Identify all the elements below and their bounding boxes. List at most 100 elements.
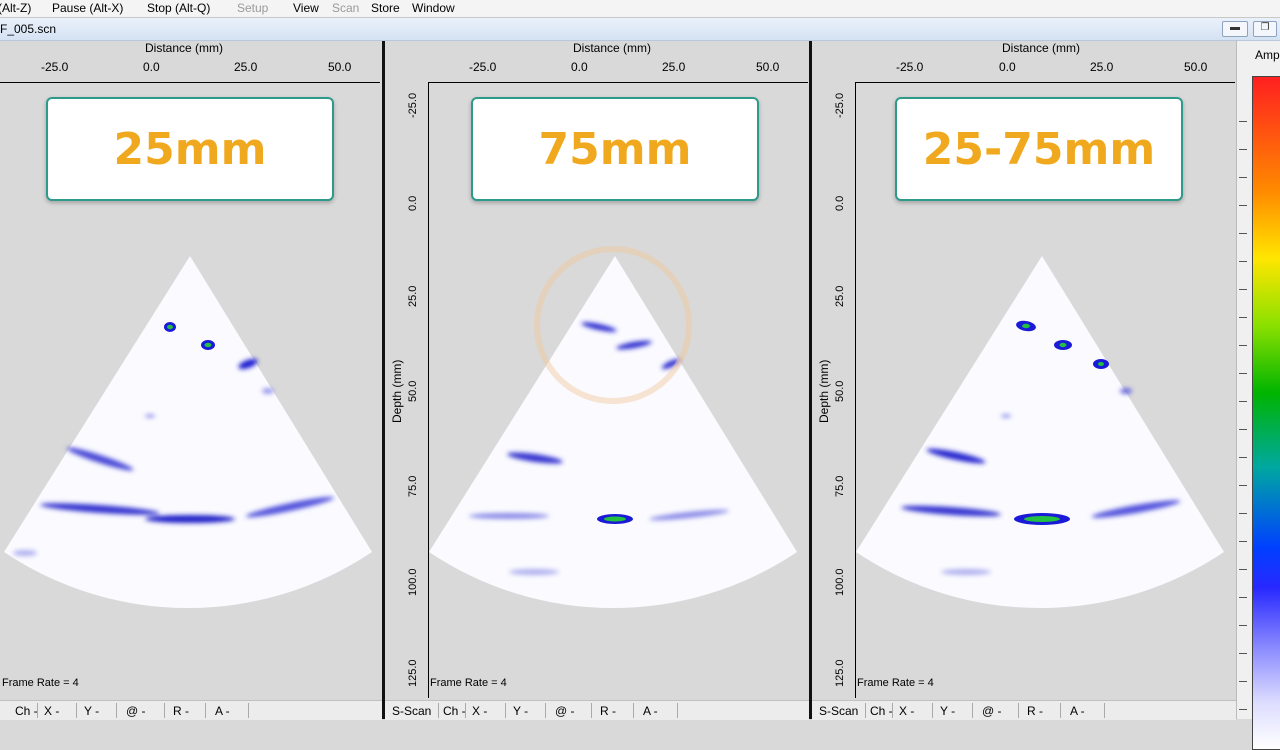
status-a: A - [215, 704, 230, 718]
status-separator [865, 703, 866, 718]
status-a: A - [643, 704, 658, 718]
colorbar-ticks [1239, 121, 1247, 721]
y-tick-label: 75.0 [834, 475, 846, 497]
menu-setup[interactable]: Setup [237, 1, 269, 15]
y-tick-label: 25.0 [834, 285, 846, 307]
scan-pane-2[interactable]: Distance (mm) -25.0 0.0 25.0 50.0 -25.0 … [385, 41, 809, 719]
status-separator [505, 703, 506, 718]
fan-region [4, 256, 372, 609]
y-tick-label: 75.0 [407, 475, 419, 497]
status-separator [972, 703, 973, 718]
status-x: X - [472, 704, 488, 718]
scan-pane-1[interactable]: Distance (mm) -25.0 0.0 25.0 50.0 25mm F… [0, 41, 382, 719]
scan-pane-3[interactable]: Distance (mm) -25.0 0.0 25.0 50.0 -25.0 … [812, 41, 1236, 719]
x-axis-title: Distance (mm) [573, 41, 652, 55]
y-tick-label: 0.0 [407, 195, 419, 211]
y-axis-line [428, 82, 429, 698]
status-channel: Ch - [15, 704, 38, 718]
status-separator [1104, 703, 1105, 718]
y-tick-label: 100.0 [407, 568, 419, 596]
x-axis-line [428, 82, 808, 83]
menu-undo[interactable]: (Alt-Z) [0, 1, 32, 15]
status-separator [591, 703, 592, 718]
frame-rate-label: Frame Rate = 4 [430, 677, 507, 689]
document-title: F_005.scn [0, 22, 57, 36]
amplitude-colorbar-panel: Amp [1236, 41, 1280, 750]
y-tick-label: 25.0 [407, 285, 419, 307]
amplitude-label: Amp [1255, 48, 1280, 62]
sscan-image [429, 246, 797, 609]
restore-button[interactable]: ❐ [1253, 21, 1277, 37]
status-r: R - [600, 704, 616, 718]
status-angle: @ - [555, 704, 575, 718]
focus-label-card: 25mm [46, 97, 334, 201]
status-separator [932, 703, 933, 718]
status-separator [892, 703, 893, 718]
x-axis-line [0, 82, 380, 83]
menu-store[interactable]: Store [371, 1, 400, 15]
menu-scan[interactable]: Scan [332, 1, 360, 15]
status-mode: S-Scan [819, 704, 859, 718]
status-x: X - [899, 704, 915, 718]
y-axis-line [855, 82, 856, 698]
menu-bar: (Alt-Z) Pause (Alt-X) Stop (Alt-Q) Setup… [0, 0, 1280, 18]
status-bar-2: S-Scan Ch - X - Y - @ - R - A - [385, 700, 809, 720]
y-tick-label: 100.0 [834, 568, 846, 596]
status-separator [545, 703, 546, 718]
x-tick-label: 0.0 [143, 60, 160, 74]
status-separator [164, 703, 165, 718]
x-tick-label: -25.0 [41, 60, 69, 74]
fan-region [856, 256, 1224, 609]
y-tick-label: 50.0 [834, 380, 846, 402]
status-channel: Ch - [870, 704, 893, 718]
y-tick-label: 0.0 [834, 195, 846, 211]
y-axis-title: Depth (mm) [817, 359, 831, 423]
cursor-highlight-ring [534, 246, 692, 404]
sscan-image [4, 256, 372, 609]
status-separator [465, 703, 466, 718]
status-y: Y - [513, 704, 529, 718]
status-a: A - [1070, 704, 1085, 718]
pane-divider[interactable] [382, 41, 385, 719]
status-separator [116, 703, 117, 718]
restore-icon: ❐ [1260, 22, 1270, 33]
menu-pause[interactable]: Pause (Alt-X) [52, 1, 124, 15]
x-tick-label: 0.0 [999, 60, 1016, 74]
x-tick-label: 25.0 [662, 60, 686, 74]
focus-label-card: 75mm [471, 97, 759, 201]
x-tick-label: 50.0 [1184, 60, 1208, 74]
status-channel: Ch - [443, 704, 466, 718]
menu-window[interactable]: Window [412, 1, 455, 15]
status-separator [205, 703, 206, 718]
status-separator [677, 703, 678, 718]
x-tick-label: 25.0 [234, 60, 258, 74]
sscan-image [856, 256, 1224, 609]
amplitude-colorbar [1252, 76, 1280, 750]
status-angle: @ - [982, 704, 1002, 718]
x-tick-label: 25.0 [1090, 60, 1114, 74]
status-r: R - [1027, 704, 1043, 718]
y-tick-label: -25.0 [834, 92, 846, 118]
x-axis-title: Distance (mm) [1002, 41, 1081, 55]
menu-view[interactable]: View [293, 1, 319, 15]
y-tick-label: 125.0 [407, 659, 419, 687]
status-separator [1018, 703, 1019, 718]
status-separator [248, 703, 249, 718]
focus-label-card: 25-75mm [895, 97, 1183, 201]
pane-divider[interactable] [809, 41, 812, 719]
status-x: X - [44, 704, 60, 718]
x-tick-label: -25.0 [896, 60, 924, 74]
x-tick-label: -25.0 [469, 60, 497, 74]
y-axis-title: Depth (mm) [390, 359, 404, 423]
status-bar-1: Ch - X - Y - @ - R - A - [0, 700, 382, 720]
frame-rate-label: Frame Rate = 4 [2, 677, 79, 689]
fan-region [429, 256, 797, 609]
x-axis-title: Distance (mm) [145, 41, 224, 55]
status-y: Y - [940, 704, 956, 718]
menu-stop[interactable]: Stop (Alt-Q) [147, 1, 211, 15]
minimize-button[interactable]: ▬ [1222, 21, 1248, 37]
x-tick-label: 0.0 [571, 60, 588, 74]
frame-rate-label: Frame Rate = 4 [857, 677, 934, 689]
y-tick-label: 50.0 [407, 380, 419, 402]
document-titlebar: F_005.scn ▬ ❐ [0, 18, 1280, 41]
